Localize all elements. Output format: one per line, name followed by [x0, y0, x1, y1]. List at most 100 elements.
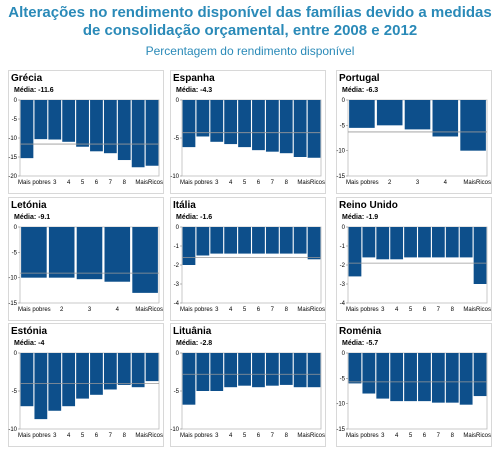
x-tick-label: 6 — [95, 180, 99, 186]
x-tick-label: Mais pobres — [18, 307, 51, 313]
x-tick-label: 3 — [416, 180, 420, 186]
x-tick-label: 7 — [271, 180, 275, 186]
y-tick-label: -15 — [8, 155, 17, 161]
bar — [390, 227, 404, 260]
bar — [34, 353, 48, 420]
panel-mean-label: Média: -1.9 — [342, 214, 378, 221]
y-tick-label: -10 — [8, 427, 17, 433]
panel-title: Grécia — [11, 73, 43, 84]
bar — [182, 100, 196, 148]
y-tick-label: -5 — [340, 123, 346, 129]
x-tick-label: 7 — [271, 307, 275, 313]
y-tick-label: -4 — [174, 301, 180, 307]
x-tick-label: Mais pobres — [346, 433, 379, 439]
bar — [196, 227, 210, 256]
bar — [362, 353, 376, 394]
x-tick-label: 6 — [257, 180, 261, 186]
bar — [348, 227, 362, 277]
bar — [145, 353, 159, 382]
x-tick-label: 8 — [123, 433, 127, 439]
panel-title: Espanha — [173, 73, 215, 84]
x-tick-label: MaisRicos — [135, 307, 163, 313]
y-tick-label: 0 — [176, 225, 180, 231]
bar — [376, 353, 390, 399]
bar — [307, 353, 321, 388]
bar — [21, 227, 47, 278]
x-tick-label: Mais pobres — [180, 180, 213, 186]
bar — [76, 353, 89, 399]
x-tick-label: 8 — [123, 180, 127, 186]
bar — [349, 100, 375, 128]
y-tick-label: -20 — [8, 174, 17, 180]
y-tick-label: -15 — [8, 301, 17, 307]
bar — [307, 227, 321, 260]
x-tick-label: 7 — [437, 433, 441, 439]
y-tick-label: 0 — [14, 351, 18, 357]
bar — [307, 100, 321, 158]
x-tick-label: MaisRicos — [297, 433, 325, 439]
bar — [404, 227, 417, 258]
bar — [224, 227, 238, 254]
bar — [279, 353, 293, 385]
bar — [210, 227, 224, 254]
y-tick-label: -1 — [174, 244, 180, 250]
bar — [473, 353, 487, 397]
x-tick-label: 7 — [437, 307, 441, 313]
x-tick-label: 3 — [215, 180, 219, 186]
bar — [182, 227, 196, 265]
x-tick-label: 3 — [88, 307, 92, 313]
chart-title-line-1: Alterações no rendimento disponível das … — [8, 4, 492, 21]
y-tick-label: 0 — [342, 351, 346, 357]
panel-mean-label: Média: -1.6 — [176, 214, 212, 221]
y-tick-label: -10 — [170, 174, 179, 180]
bar — [131, 100, 145, 168]
x-tick-label: MaisRicos — [463, 433, 491, 439]
bar — [224, 100, 238, 145]
x-tick-label: 8 — [285, 433, 289, 439]
x-tick-label: MaisRicos — [297, 180, 325, 186]
panel-title: Estónia — [11, 326, 48, 337]
bar — [293, 100, 307, 157]
x-tick-label: 4 — [395, 307, 399, 313]
bar — [459, 353, 473, 405]
y-tick-label: -2 — [340, 263, 346, 269]
bar — [431, 353, 445, 403]
bar — [48, 100, 62, 140]
bar — [432, 100, 459, 137]
panel-title: Roménia — [339, 326, 382, 337]
y-tick-label: 0 — [176, 351, 180, 357]
y-tick-label: -10 — [8, 276, 17, 282]
bar — [62, 353, 76, 407]
bar — [196, 100, 210, 137]
x-tick-label: 2 — [60, 307, 64, 313]
x-tick-label: 5 — [409, 433, 413, 439]
panel-mean-label: Média: -5.7 — [342, 340, 378, 347]
bar — [210, 100, 224, 142]
bar — [34, 100, 48, 140]
panel-mean-label: Média: -6.3 — [342, 87, 378, 94]
y-tick-label: -10 — [170, 427, 179, 433]
bar — [210, 353, 224, 391]
bar — [459, 227, 473, 258]
x-tick-label: MaisRicos — [135, 433, 163, 439]
panel-title: Letónia — [11, 200, 47, 211]
x-tick-label: 4 — [116, 307, 120, 313]
bar — [131, 353, 145, 388]
y-tick-label: -15 — [336, 427, 345, 433]
x-tick-label: 2 — [388, 180, 392, 186]
y-tick-label: -5 — [12, 389, 18, 395]
bar — [238, 100, 251, 148]
bar — [404, 353, 417, 402]
y-tick-label: -5 — [340, 376, 346, 382]
x-tick-label: 7 — [109, 180, 113, 186]
x-tick-label: Mais pobres — [346, 180, 379, 186]
y-tick-label: -5 — [12, 117, 18, 123]
x-tick-label: 7 — [109, 433, 113, 439]
bar — [76, 227, 103, 280]
y-tick-label: -10 — [8, 136, 17, 142]
x-tick-label: 3 — [215, 433, 219, 439]
